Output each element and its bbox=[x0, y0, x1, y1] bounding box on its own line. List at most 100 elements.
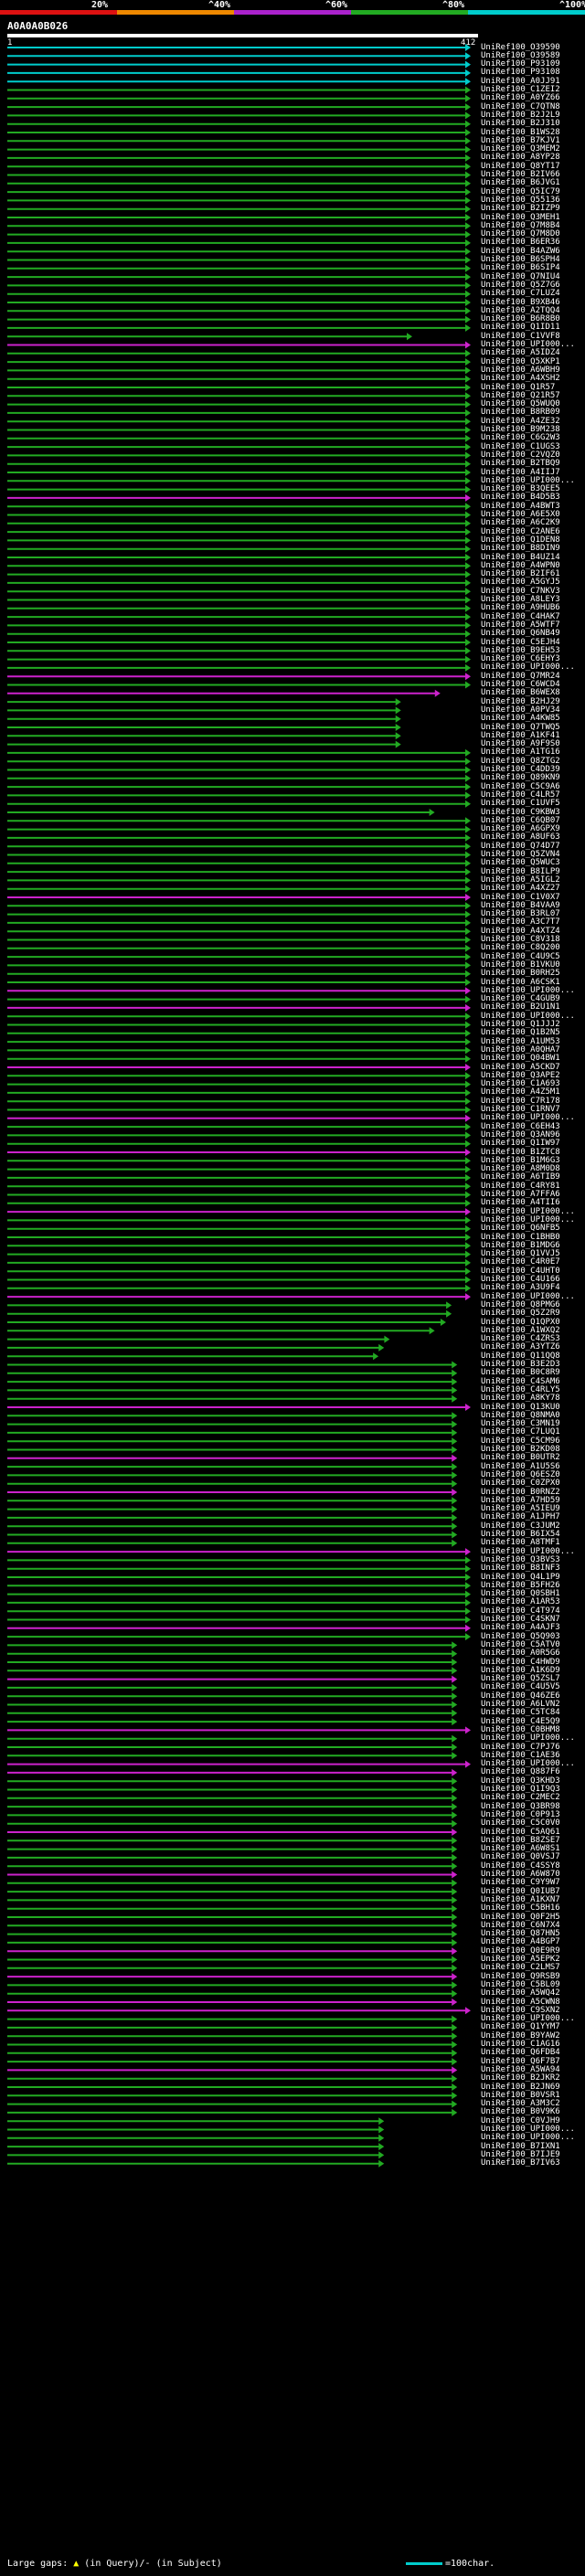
hit-label[interactable]: UniRef100_Q5IC79 bbox=[481, 186, 560, 196]
hit-label[interactable]: UniRef100_B2IZP9 bbox=[481, 204, 560, 214]
hit-label[interactable]: UniRef100_Q0F2H5 bbox=[481, 1912, 560, 1922]
hit-label[interactable]: UniRef100_C8V318 bbox=[481, 935, 560, 944]
hit-label[interactable]: UniRef100_B4AZW6 bbox=[481, 246, 560, 256]
hit-label[interactable]: UniRef100_C9SXN2 bbox=[481, 2005, 560, 2015]
hit-label[interactable]: UniRef100_Q3MEM2 bbox=[481, 144, 560, 154]
hit-label[interactable]: UniRef100_A2TQQ4 bbox=[481, 305, 560, 315]
hit-label[interactable]: UniRef100_B2IV66 bbox=[481, 170, 560, 179]
hit-label[interactable]: UniRef100_B7IXN1 bbox=[481, 2141, 560, 2151]
hit-label[interactable]: UniRef100_UPI000... bbox=[481, 1759, 575, 1769]
hit-label[interactable]: UniRef100_C1ZEI2 bbox=[481, 85, 560, 94]
hit-label[interactable]: UniRef100_B6JVG1 bbox=[481, 178, 560, 188]
hit-label[interactable]: UniRef100_C7QTN8 bbox=[481, 101, 560, 111]
hit-label[interactable]: UniRef100_A5CKD7 bbox=[481, 1062, 560, 1072]
hit-label[interactable]: UniRef100_A5EPK2 bbox=[481, 1955, 560, 1964]
hit-label[interactable]: UniRef100_C4U166 bbox=[481, 1275, 560, 1284]
hit-label[interactable]: UniRef100_B6WEX8 bbox=[481, 688, 560, 698]
hit-label[interactable]: UniRef100_Q21R57 bbox=[481, 390, 560, 400]
hit-label[interactable]: UniRef100_B8INF3 bbox=[481, 1564, 560, 1574]
hit-label[interactable]: UniRef100_A5IGL2 bbox=[481, 875, 560, 885]
hit-label[interactable]: UniRef100_Q3BR98 bbox=[481, 1801, 560, 1811]
hit-label[interactable]: UniRef100_Q9RSB9 bbox=[481, 1971, 560, 1981]
hit-label[interactable]: UniRef100_B0V9K6 bbox=[481, 2107, 560, 2117]
hit-label[interactable]: UniRef100_A5CWN8 bbox=[481, 1997, 560, 2007]
hit-label[interactable]: UniRef100_Q887F6 bbox=[481, 1767, 560, 1777]
hit-label[interactable]: UniRef100_B3QEE5 bbox=[481, 484, 560, 494]
hit-label[interactable]: UniRef100_A6GPX9 bbox=[481, 824, 560, 834]
hit-label[interactable]: UniRef100_B2TBQ9 bbox=[481, 459, 560, 469]
hit-label[interactable]: UniRef100_A4WPN0 bbox=[481, 560, 560, 570]
hit-label[interactable]: UniRef100_A1WXQ2 bbox=[481, 1325, 560, 1335]
hit-label[interactable]: UniRef100_UPI000... bbox=[481, 475, 575, 485]
hit-label[interactable]: UniRef100_C0P913 bbox=[481, 1809, 560, 1819]
hit-label[interactable]: UniRef100_C6EH43 bbox=[481, 1121, 560, 1131]
hit-label[interactable]: UniRef100_B8RB09 bbox=[481, 408, 560, 418]
hit-label[interactable]: UniRef100_P93108 bbox=[481, 68, 560, 78]
hit-label[interactable]: UniRef100_C4T974 bbox=[481, 1606, 560, 1616]
hit-label[interactable]: UniRef100_A6WBH9 bbox=[481, 365, 560, 375]
hit-label[interactable]: UniRef100_Q7MR24 bbox=[481, 671, 560, 681]
hit-label[interactable]: UniRef100_A8KY78 bbox=[481, 1394, 560, 1404]
hit-label[interactable]: UniRef100_A4BGP7 bbox=[481, 1937, 560, 1947]
hit-label[interactable]: UniRef100_C4UHT0 bbox=[481, 1266, 560, 1276]
hit-label[interactable]: UniRef100_Q6F7B7 bbox=[481, 2056, 560, 2066]
hit-label[interactable]: UniRef100_C5C9A6 bbox=[481, 781, 560, 791]
hit-label[interactable]: UniRef100_C5BH16 bbox=[481, 1903, 560, 1913]
hit-label[interactable]: UniRef100_Q1YYM7 bbox=[481, 2022, 560, 2032]
hit-label[interactable]: UniRef100_A0JJ91 bbox=[481, 76, 560, 86]
hit-label[interactable]: UniRef100_B3RL07 bbox=[481, 909, 560, 919]
hit-label[interactable]: UniRef100_C2LMS7 bbox=[481, 1963, 560, 1973]
hit-label[interactable]: UniRef100_Q1R57 bbox=[481, 382, 556, 392]
hit-label[interactable]: UniRef100_Q1B2N5 bbox=[481, 1028, 560, 1038]
hit-label[interactable]: UniRef100_B3E2D3 bbox=[481, 1360, 560, 1369]
hit-label[interactable]: UniRef100_B0UTR2 bbox=[481, 1453, 560, 1463]
hit-label[interactable]: UniRef100_A0R5G6 bbox=[481, 1648, 560, 1659]
hit-label[interactable]: UniRef100_Q0E9R9 bbox=[481, 1945, 560, 1956]
hit-label[interactable]: UniRef100_UPI000... bbox=[481, 2014, 575, 2024]
hit-label[interactable]: UniRef100_A0PV34 bbox=[481, 705, 560, 715]
hit-label[interactable]: UniRef100_A4ZE32 bbox=[481, 416, 560, 426]
hit-label[interactable]: UniRef100_UPI000... bbox=[481, 985, 575, 995]
hit-label[interactable]: UniRef100_B9M238 bbox=[481, 425, 560, 434]
hit-label[interactable]: UniRef100_B0RNZ2 bbox=[481, 1487, 560, 1497]
hit-label[interactable]: UniRef100_Q0IUB7 bbox=[481, 1886, 560, 1896]
hit-label[interactable]: UniRef100_B1WS28 bbox=[481, 127, 560, 137]
hit-label[interactable]: UniRef100_C5BL09 bbox=[481, 1979, 560, 1989]
hit-label[interactable]: UniRef100_Q7NIU4 bbox=[481, 271, 560, 281]
hit-label[interactable]: UniRef100_C3JUM2 bbox=[481, 1521, 560, 1531]
hit-label[interactable]: UniRef100_C4RLY5 bbox=[481, 1384, 560, 1394]
hit-label[interactable]: UniRef100_C4SKN7 bbox=[481, 1615, 560, 1624]
hit-label[interactable]: UniRef100_B6R8B0 bbox=[481, 314, 560, 324]
hit-label[interactable]: UniRef100_Q6NB49 bbox=[481, 629, 560, 639]
hit-label[interactable]: UniRef100_A1KF41 bbox=[481, 730, 560, 740]
hit-label[interactable]: UniRef100_C7NKV3 bbox=[481, 586, 560, 596]
hit-label[interactable]: UniRef100_Q8YT17 bbox=[481, 161, 560, 171]
hit-label[interactable]: UniRef100_A9F9S0 bbox=[481, 739, 560, 749]
hit-label[interactable]: UniRef100_Q13KU0 bbox=[481, 1402, 560, 1412]
hit-label[interactable]: UniRef100_B1VKU0 bbox=[481, 959, 560, 970]
hit-label[interactable]: UniRef100_Q5WUQ0 bbox=[481, 399, 560, 409]
hit-label[interactable]: UniRef100_A8LEY3 bbox=[481, 595, 560, 604]
hit-label[interactable]: UniRef100_B7IV63 bbox=[481, 2158, 560, 2168]
hit-label[interactable]: UniRef100_Q3MEH1 bbox=[481, 212, 560, 222]
hit-label[interactable]: UniRef100_C1RNV7 bbox=[481, 1105, 560, 1114]
hit-label[interactable]: UniRef100_B4VAA9 bbox=[481, 900, 560, 910]
hit-label[interactable]: UniRef100_B6SIP4 bbox=[481, 263, 560, 273]
hit-label[interactable]: UniRef100_Q5Z2R9 bbox=[481, 1309, 560, 1319]
hit-label[interactable]: UniRef100_A9HUB6 bbox=[481, 603, 560, 613]
hit-label[interactable]: UniRef100_C1UVF5 bbox=[481, 799, 560, 809]
hit-label[interactable]: UniRef100_C9KBW3 bbox=[481, 807, 560, 817]
hit-label[interactable]: UniRef100_A4XTZ4 bbox=[481, 926, 560, 936]
hit-label[interactable]: UniRef100_C5C0V0 bbox=[481, 1818, 560, 1829]
hit-label[interactable]: UniRef100_B8ILP9 bbox=[481, 866, 560, 876]
hit-label[interactable]: UniRef100_A0YZ66 bbox=[481, 93, 560, 103]
hit-label[interactable]: UniRef100_A4Z5M1 bbox=[481, 1087, 560, 1097]
hit-label[interactable]: UniRef100_C7PJ76 bbox=[481, 1742, 560, 1752]
hit-label[interactable]: UniRef100_C4HAK7 bbox=[481, 611, 560, 621]
hit-label[interactable]: UniRef100_A6C2K9 bbox=[481, 518, 560, 528]
hit-label[interactable]: UniRef100_C1VVF8 bbox=[481, 331, 560, 341]
hit-label[interactable]: UniRef100_C4DD39 bbox=[481, 765, 560, 774]
hit-label[interactable]: UniRef100_A1K6D9 bbox=[481, 1665, 560, 1675]
hit-label[interactable]: UniRef100_Q4L1P9 bbox=[481, 1572, 560, 1582]
hit-label[interactable]: UniRef100_A5WA94 bbox=[481, 2064, 560, 2074]
